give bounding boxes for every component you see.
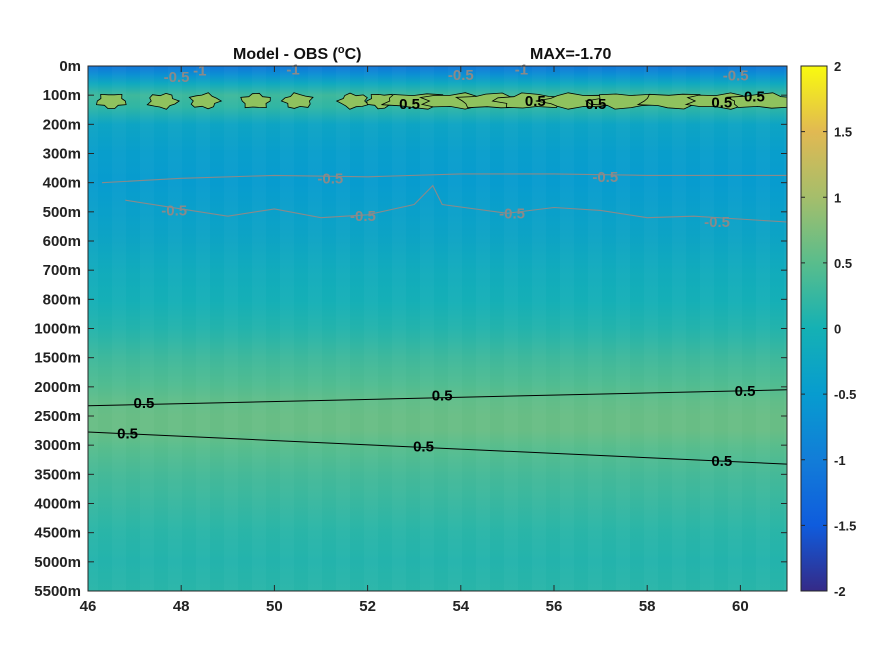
y-tick-label: 4000m	[34, 496, 81, 513]
contour-label: -0.5	[499, 205, 525, 222]
contour-label: -0.5	[592, 169, 618, 186]
contour-label: 0.5	[711, 94, 732, 111]
surface-patch	[726, 92, 787, 109]
surface-contour-patches	[96, 92, 787, 110]
contour-label: 0.5	[744, 89, 765, 106]
surface-patch	[188, 92, 223, 110]
surface-patch	[280, 92, 314, 109]
y-tick-label: 2000m	[34, 379, 81, 396]
contour-label: -0.5	[723, 67, 749, 84]
contour-label: -0.5	[448, 67, 474, 84]
x-tick-label: 52	[359, 598, 376, 615]
x-tick-label: 50	[266, 598, 283, 615]
y-tick-label: 3000m	[34, 437, 81, 454]
x-tick-label: 46	[80, 598, 97, 615]
y-tick-label: 300m	[43, 146, 81, 163]
surface-patch	[491, 92, 570, 109]
colorbar-ticks: 2 1.5 1 0.5 0 -0.5 -1 -1.5 -2	[801, 59, 856, 599]
max-label: MAX=-1.70	[530, 46, 611, 63]
colorbar-tick-label: -0.5	[834, 387, 856, 402]
colorbar: 2 1.5 1 0.5 0 -0.5 -1 -1.5 -2	[800, 59, 856, 599]
colorbar-tick-label: -2	[834, 584, 846, 599]
y-tick-label: 1500m	[34, 350, 81, 367]
plot-area: 0.5 0.5 0.5 0.5 0.5 0.5 0.5 0.5 0.5 0.5 0.5 -0.5 -0.…	[34, 58, 788, 615]
contour-label: -0.5	[161, 202, 187, 219]
contour-label: -1	[515, 62, 528, 79]
contour-label: 0.5	[432, 388, 453, 405]
contour-label: 0.5	[133, 395, 154, 412]
colorbar-tick-label: -1	[834, 453, 846, 468]
x-tick-label: 60	[732, 598, 749, 615]
contour-label: -1	[193, 62, 206, 79]
contour-line	[88, 389, 787, 407]
contour-label: 0.5	[413, 439, 434, 456]
y-tick-label: 500m	[43, 204, 81, 221]
colorbar-tick-label: 0.5	[834, 256, 852, 271]
y-tick-label: 200m	[43, 116, 81, 133]
contour-label: -0.5	[317, 170, 343, 187]
y-tick-label: 600m	[43, 233, 81, 250]
y-tick-label: 2500m	[34, 408, 81, 425]
chart-title: Model - OBS (oC)	[233, 44, 362, 63]
y-tick-label: 100m	[43, 87, 81, 104]
x-tick-label: 48	[173, 598, 190, 615]
y-tick-label: 5000m	[34, 554, 81, 571]
contour-label: 0.5	[525, 93, 546, 110]
contour-line	[88, 431, 787, 465]
y-tick-label: 700m	[43, 262, 81, 279]
y-tick-label: 4500m	[34, 525, 81, 542]
contour-label: -0.5	[164, 69, 190, 86]
colorbar-tick-label: -1.5	[834, 518, 856, 533]
contour-label: 0.5	[399, 96, 420, 113]
x-axis: 46 48 50 52 54 56 58 60	[80, 66, 749, 615]
surface-patch	[146, 92, 181, 110]
contour-label: 0.5	[711, 453, 732, 470]
contour-line	[101, 173, 787, 184]
y-tick-label: 0m	[59, 58, 81, 75]
title: Model - OBS (oC) MAX=-1.70	[233, 44, 611, 63]
surface-patch	[535, 92, 614, 110]
contour-label: -0.5	[704, 214, 730, 231]
surface-patch	[96, 93, 127, 109]
y-tick-label: 3500m	[34, 466, 81, 483]
contour-label: 0.5	[735, 383, 756, 400]
colorbar-tick-label: 2	[834, 59, 841, 74]
y-tick-label: 1000m	[34, 321, 81, 338]
y-tick-label: 400m	[43, 175, 81, 192]
contour-line	[125, 184, 787, 223]
y-axis: 0m 100m 200m 300m 400m 500m 600m 700m 800m 1000m 1…	[34, 58, 787, 600]
contour-label: -1	[286, 62, 299, 79]
contour-label: 0.5	[586, 96, 607, 113]
contour-label: 0.5	[117, 426, 138, 443]
colorbar-tick-label: 1	[834, 190, 841, 205]
x-tick-label: 58	[639, 598, 656, 615]
x-tick-label: 56	[546, 598, 563, 615]
y-tick-label: 800m	[43, 291, 81, 308]
x-tick-label: 54	[452, 598, 469, 615]
contour-label: -0.5	[350, 208, 376, 225]
heatmap-texture	[88, 66, 787, 591]
surface-patch	[240, 92, 271, 109]
contour-lines	[88, 173, 787, 465]
surface-patch	[584, 93, 663, 110]
colorbar-tick-label: 1.5	[834, 125, 852, 140]
y-tick-label: 5500m	[34, 583, 81, 600]
colorbar-tick-label: 0	[834, 322, 841, 337]
colorbar-gradient	[801, 66, 827, 591]
surface-patch	[335, 92, 370, 110]
